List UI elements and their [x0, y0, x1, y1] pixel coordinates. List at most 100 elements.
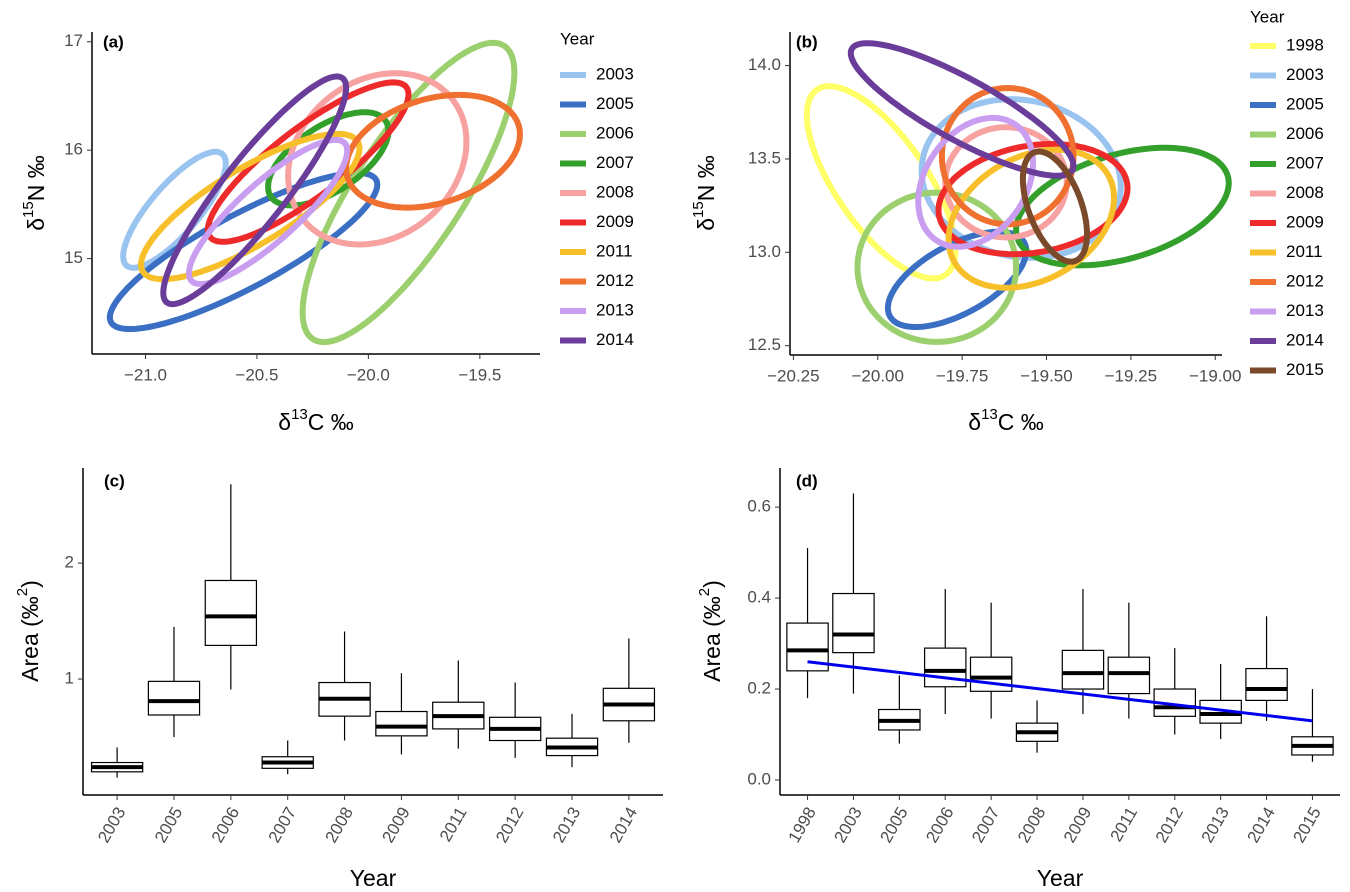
y-axis-label: Area (‰2)	[14, 580, 43, 682]
box	[147, 680, 201, 716]
label-part: δ	[23, 218, 49, 231]
ellipse	[1013, 144, 1232, 269]
y-axis-label: δ15N ‰	[20, 155, 49, 231]
x-tick-label: 2005	[876, 804, 911, 846]
y-axis-label: Area (‰2)	[696, 580, 725, 682]
x-tick-label: −19.25	[1105, 366, 1157, 385]
label-part: C ‰	[998, 409, 1044, 435]
y-tick-label: 0.0	[747, 769, 771, 788]
ellipse	[1019, 148, 1090, 265]
x-axis-label: δ13C ‰	[278, 406, 354, 435]
x-tick-label: 2012	[1152, 804, 1187, 846]
box	[375, 710, 428, 737]
x-tick-label: 2006	[922, 804, 957, 846]
ellipse	[938, 84, 1077, 228]
x-axis-label: Year	[1037, 865, 1084, 891]
x-tick-label: 2007	[265, 804, 300, 846]
panel-label: (c)	[104, 471, 125, 490]
legend-label: 2014	[1286, 330, 1324, 349]
x-tick-label: 2003	[830, 804, 865, 846]
x-tick-label: 2011	[1106, 804, 1141, 845]
x-tick-label: 2015	[1289, 804, 1324, 846]
legend-label: 2003	[596, 64, 634, 83]
label-part: 2	[696, 588, 713, 596]
x-tick-label: −19.75	[936, 366, 988, 385]
ellipse	[803, 83, 959, 282]
legend-label: 2005	[1286, 94, 1324, 113]
panel-label: (d)	[796, 471, 818, 490]
legend-label: 2011	[596, 241, 633, 260]
x-tick-label: −20.0	[347, 365, 390, 384]
box	[204, 579, 258, 647]
x-axis-label: δ13C ‰	[968, 406, 1044, 435]
x-axis-label: Year	[350, 865, 397, 891]
x-tick-label: 1998	[785, 804, 820, 846]
ellipse	[915, 114, 1037, 250]
ellipse	[918, 96, 1124, 261]
x-tick-label: −20.00	[852, 366, 904, 385]
y-tick-label: 15	[64, 248, 83, 267]
label-part: 2	[14, 588, 31, 596]
label-part: N ‰	[23, 155, 49, 201]
panel-label: (b)	[796, 32, 818, 51]
legend-label: 2014	[596, 330, 634, 349]
x-tick-label: 2013	[549, 804, 584, 846]
x-tick-label: 2009	[1060, 804, 1095, 846]
y-tick-label: 17	[64, 31, 83, 50]
label-part: δ	[278, 409, 291, 435]
panel-label: (a)	[103, 32, 124, 51]
y-tick-label: 13.5	[748, 148, 781, 167]
label-part: )	[17, 580, 43, 588]
box	[1107, 656, 1151, 695]
label-part: Area (‰	[699, 596, 725, 682]
legend-label: 2003	[1286, 65, 1324, 84]
x-tick-label: 2006	[208, 804, 243, 846]
label-part: Area (‰	[17, 596, 43, 682]
x-tick-label: −19.50	[1020, 366, 1072, 385]
legend-label: 2008	[596, 182, 634, 201]
ellipse	[106, 170, 381, 332]
ellipse	[847, 40, 1077, 179]
trend-line	[807, 660, 1313, 723]
legend-title: Year	[1250, 7, 1285, 26]
x-tick-label: 2011	[436, 804, 471, 845]
x-tick-label: 2012	[492, 804, 527, 846]
legend-label: 2008	[1286, 183, 1324, 202]
legend-label: 2012	[1286, 271, 1324, 290]
y-tick-label: 2	[65, 553, 74, 572]
y-axis-label: δ15N ‰	[690, 155, 719, 231]
label-part: 13	[981, 406, 998, 423]
ellipse	[285, 70, 470, 248]
x-tick-label: 2005	[151, 804, 186, 846]
box	[1245, 667, 1288, 702]
y-tick-label: 14.0	[748, 55, 781, 74]
x-tick-label: −19.5	[458, 365, 501, 384]
y-tick-label: 12.5	[748, 335, 781, 354]
legend-label: 2013	[596, 300, 634, 319]
legend-title: Year	[560, 29, 595, 48]
label-part: δ	[693, 218, 719, 231]
label-part: )	[699, 580, 725, 588]
legend-label: 2009	[596, 212, 634, 231]
ellipse	[935, 140, 1131, 258]
x-tick-label: 2013	[1198, 804, 1233, 846]
box	[1061, 649, 1105, 690]
box	[832, 592, 875, 654]
y-tick-label: 0.2	[747, 679, 771, 698]
ellipse	[185, 136, 351, 288]
x-tick-label: 2014	[606, 804, 641, 846]
legend-label: 2006	[596, 123, 634, 142]
label-part: N ‰	[693, 155, 719, 201]
y-tick-label: 16	[64, 140, 83, 159]
x-tick-label: −20.5	[235, 365, 278, 384]
ellipse	[854, 189, 1020, 345]
ellipse	[299, 39, 518, 346]
x-tick-label: 2008	[322, 804, 357, 846]
ellipse	[265, 109, 392, 209]
legend-label: 2005	[596, 94, 634, 113]
legend-label: 1998	[1286, 35, 1324, 54]
label-part: C ‰	[308, 409, 354, 435]
ellipse	[343, 91, 523, 211]
